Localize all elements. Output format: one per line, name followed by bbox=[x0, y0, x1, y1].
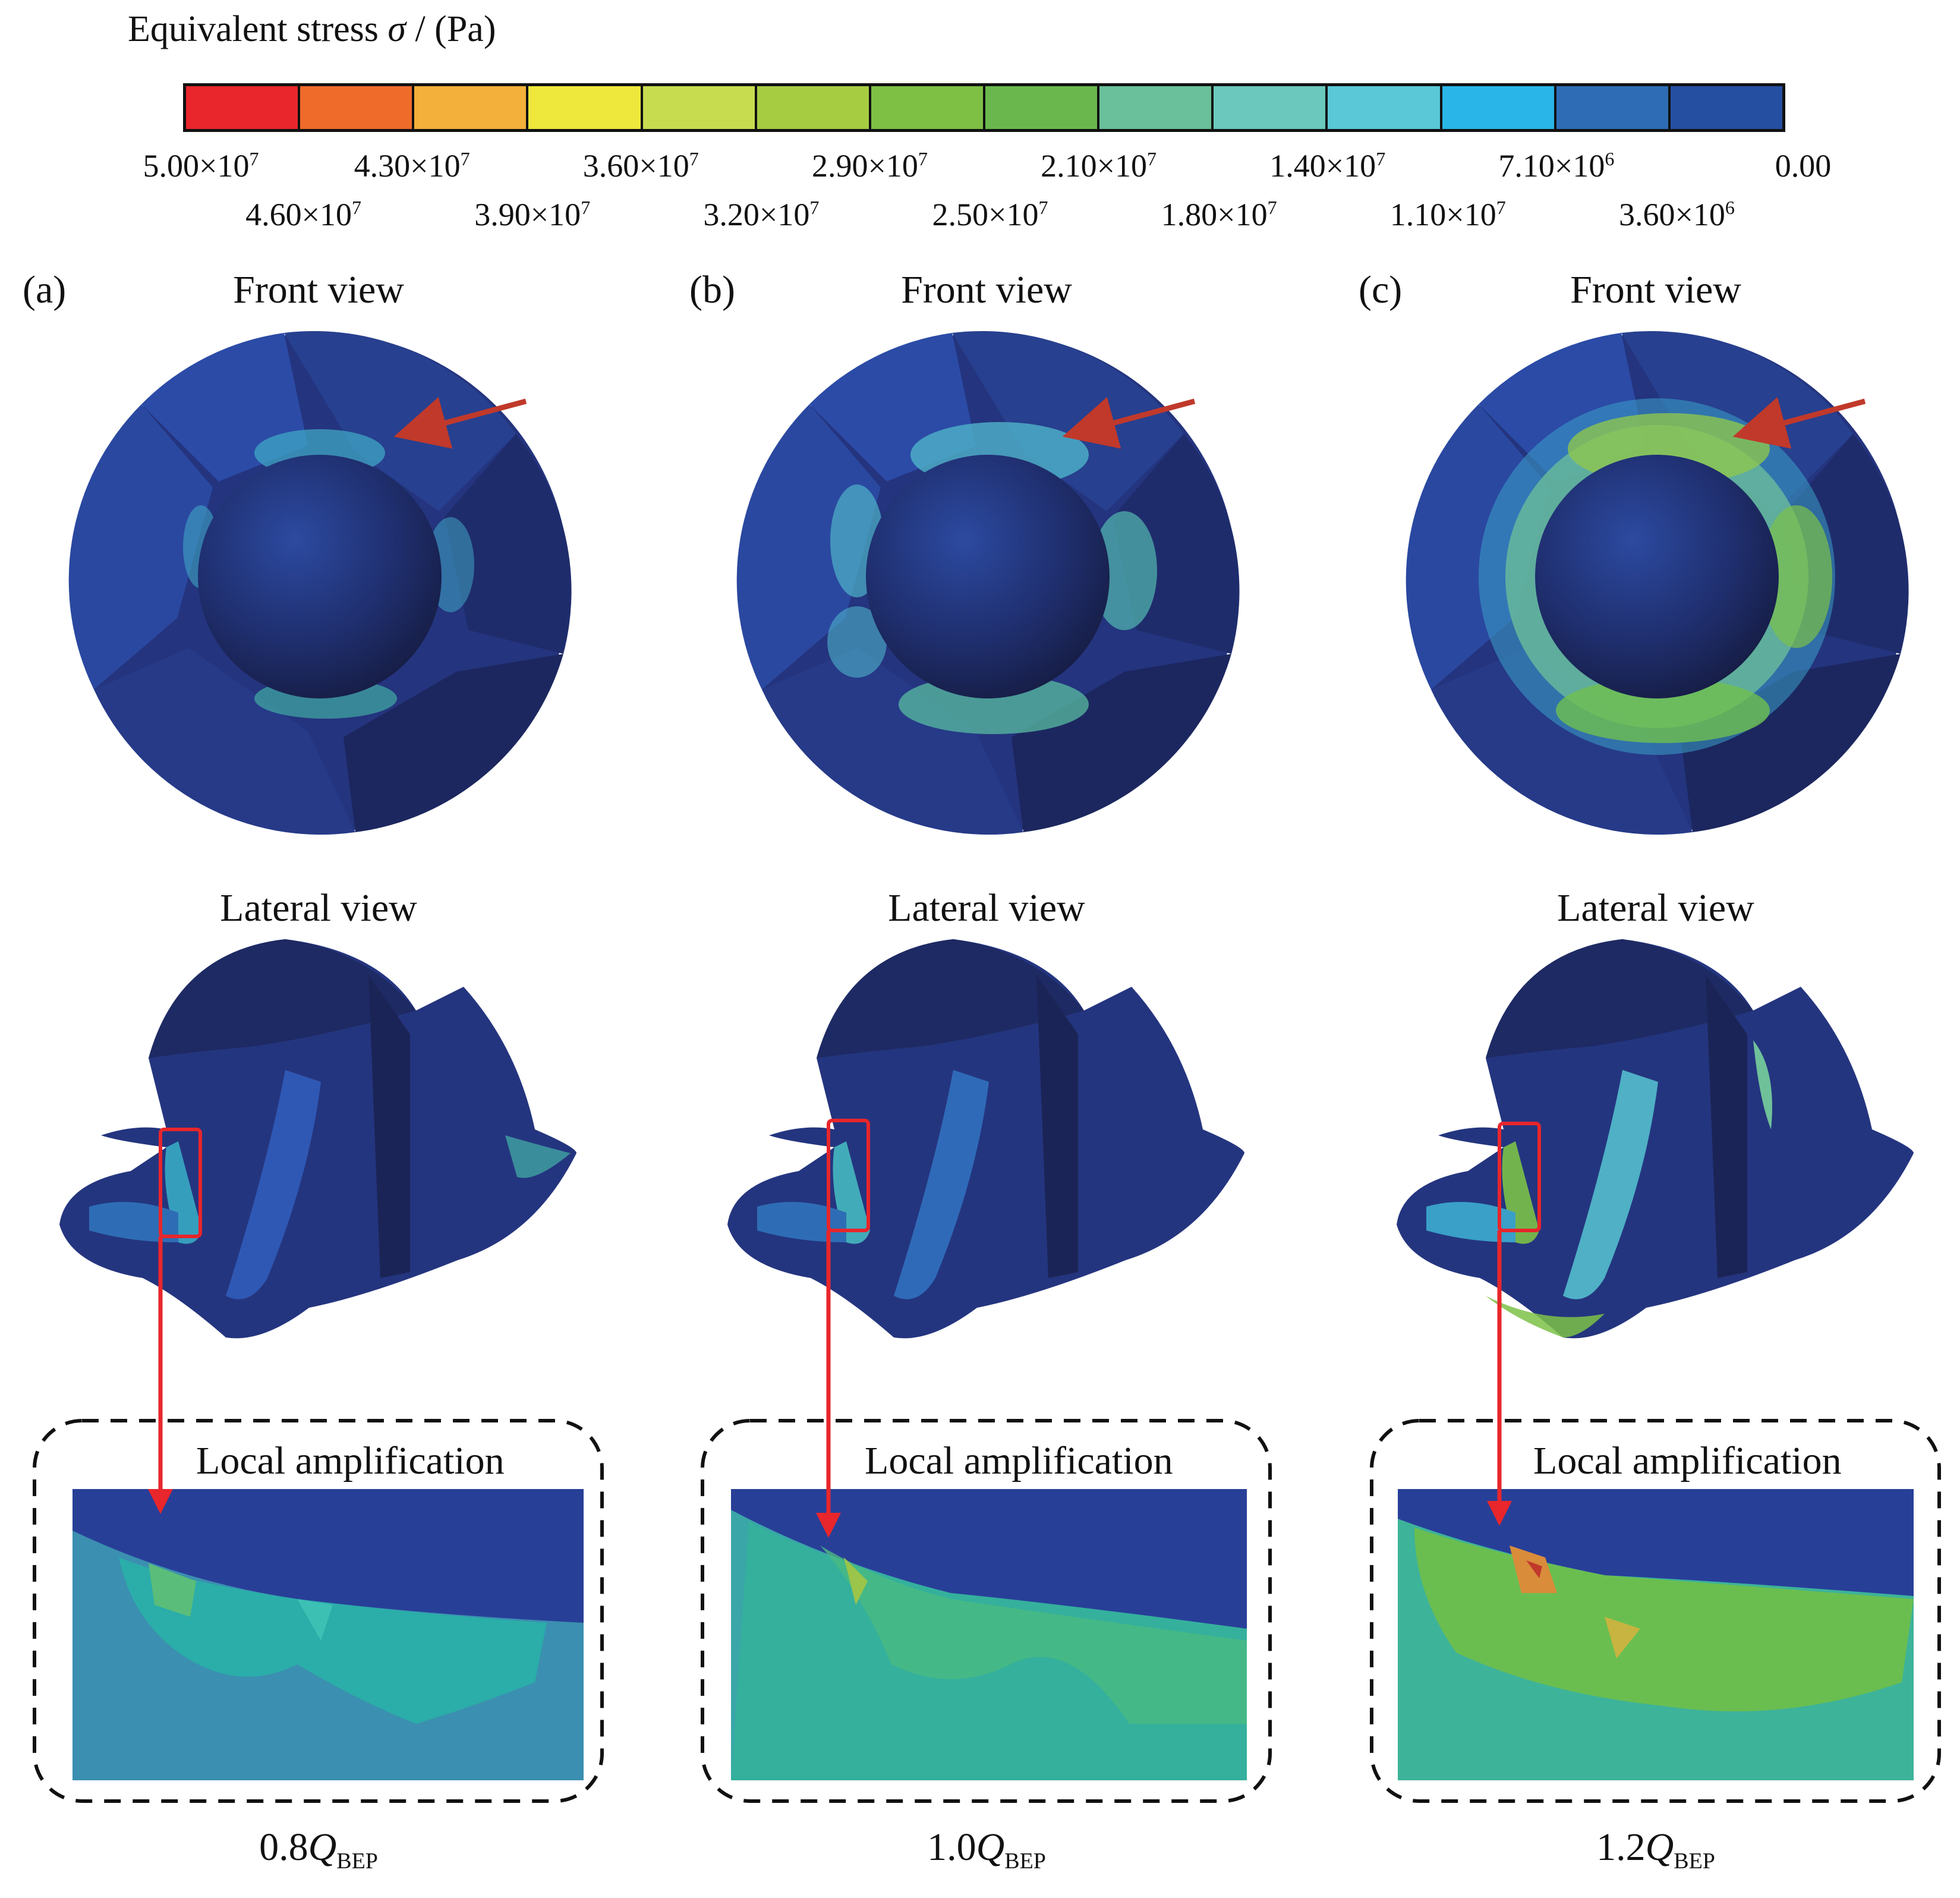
colorbar-tick-label: 1.10×107 bbox=[1389, 197, 1506, 232]
panel-b-lateral-label: Lateral view bbox=[888, 886, 1085, 930]
panel-c-lateral-highlight bbox=[1498, 1122, 1541, 1232]
panel-a-amp-image bbox=[73, 1489, 584, 1780]
colorbar-swatch bbox=[186, 86, 301, 129]
panel-a-amp-frame bbox=[33, 1419, 604, 1803]
colorbar-tick-label: 2.10×107 bbox=[1041, 148, 1157, 184]
colorbar-tick-label: 0.00 bbox=[1775, 148, 1832, 184]
panel-b-lateral-highlight bbox=[827, 1119, 870, 1232]
colorbar-tick-label: 3.20×107 bbox=[703, 197, 820, 232]
panel-b-front-view bbox=[736, 331, 1240, 835]
colorbar bbox=[183, 83, 1785, 132]
colorbar-tick-label: 3.90×107 bbox=[474, 197, 591, 232]
panel-a-flow-label: 0.8QBEP bbox=[259, 1825, 378, 1874]
colorbar-title: Equivalent stress σ / (Pa) bbox=[128, 9, 496, 49]
panel-b-lateral-view bbox=[727, 939, 1244, 1339]
colorbar-tick-label: 2.50×107 bbox=[932, 197, 1048, 232]
panel-a-amp-label: Local amplification bbox=[196, 1439, 505, 1482]
panel-c-front-label: Front view bbox=[1570, 268, 1741, 311]
colorbar-swatch bbox=[871, 86, 985, 129]
colorbar-swatch bbox=[985, 86, 1100, 129]
panel-c-amp-label: Local amplification bbox=[1533, 1439, 1842, 1482]
panel-c-flow-label: 1.2QBEP bbox=[1596, 1825, 1715, 1874]
colorbar-tick-label: 7.10×106 bbox=[1498, 148, 1615, 184]
colorbar-swatch bbox=[414, 86, 529, 129]
colorbar-tick-label: 3.60×107 bbox=[582, 148, 699, 184]
panel-a-front-arrow bbox=[393, 396, 527, 449]
colorbar-tick-label: 4.60×107 bbox=[245, 197, 362, 232]
colorbar-swatch bbox=[1214, 86, 1328, 129]
colorbar-swatch bbox=[1442, 86, 1556, 129]
panel-c-amp-frame bbox=[1370, 1419, 1941, 1803]
colorbar-swatch bbox=[1099, 86, 1214, 129]
colorbar-swatch bbox=[1556, 86, 1671, 129]
panel-b-amp-label: Local amplification bbox=[865, 1439, 1173, 1482]
colorbar-tick-label: 1.80×107 bbox=[1161, 197, 1277, 232]
panel-b-front-arrow bbox=[1062, 396, 1196, 449]
panel-a-lateral-view bbox=[59, 939, 576, 1339]
panel-a-lateral-highlight bbox=[159, 1128, 202, 1238]
panel-b-flow-label: 1.0QBEP bbox=[927, 1825, 1046, 1874]
panel-a-front-view bbox=[68, 331, 572, 835]
panel-b-amp-image bbox=[731, 1489, 1247, 1780]
colorbar-tick-label: 5.00×107 bbox=[143, 148, 259, 184]
panel-a-letter: (a) bbox=[23, 268, 67, 311]
panel-b-letter: (b) bbox=[689, 268, 735, 311]
colorbar-swatch bbox=[528, 86, 643, 129]
panel-c-lateral-label: Lateral view bbox=[1557, 886, 1754, 930]
panel-b-front-label: Front view bbox=[901, 268, 1072, 311]
colorbar-tick-label: 2.90×107 bbox=[811, 148, 928, 184]
panel-c-lateral-view bbox=[1397, 939, 1914, 1339]
panel-c-front-view bbox=[1406, 331, 1909, 835]
colorbar-tick-label: 4.30×107 bbox=[354, 148, 470, 184]
colorbar-tick-label: 1.40×107 bbox=[1269, 148, 1386, 184]
panel-c-amp-image bbox=[1398, 1489, 1914, 1780]
panel-c-front-arrow bbox=[1732, 396, 1866, 449]
colorbar-swatch bbox=[642, 86, 757, 129]
panel-c-letter: (c) bbox=[1359, 268, 1403, 311]
colorbar-tick-label: 3.60×106 bbox=[1618, 197, 1735, 232]
colorbar-swatch bbox=[300, 86, 415, 129]
panel-b-amp-frame bbox=[701, 1419, 1272, 1803]
panel-a-front-label: Front view bbox=[233, 268, 404, 311]
colorbar-swatch bbox=[1328, 86, 1442, 129]
colorbar-swatch bbox=[1670, 86, 1782, 129]
panel-a-lateral-label: Lateral view bbox=[220, 886, 417, 930]
colorbar-swatch bbox=[757, 86, 871, 129]
